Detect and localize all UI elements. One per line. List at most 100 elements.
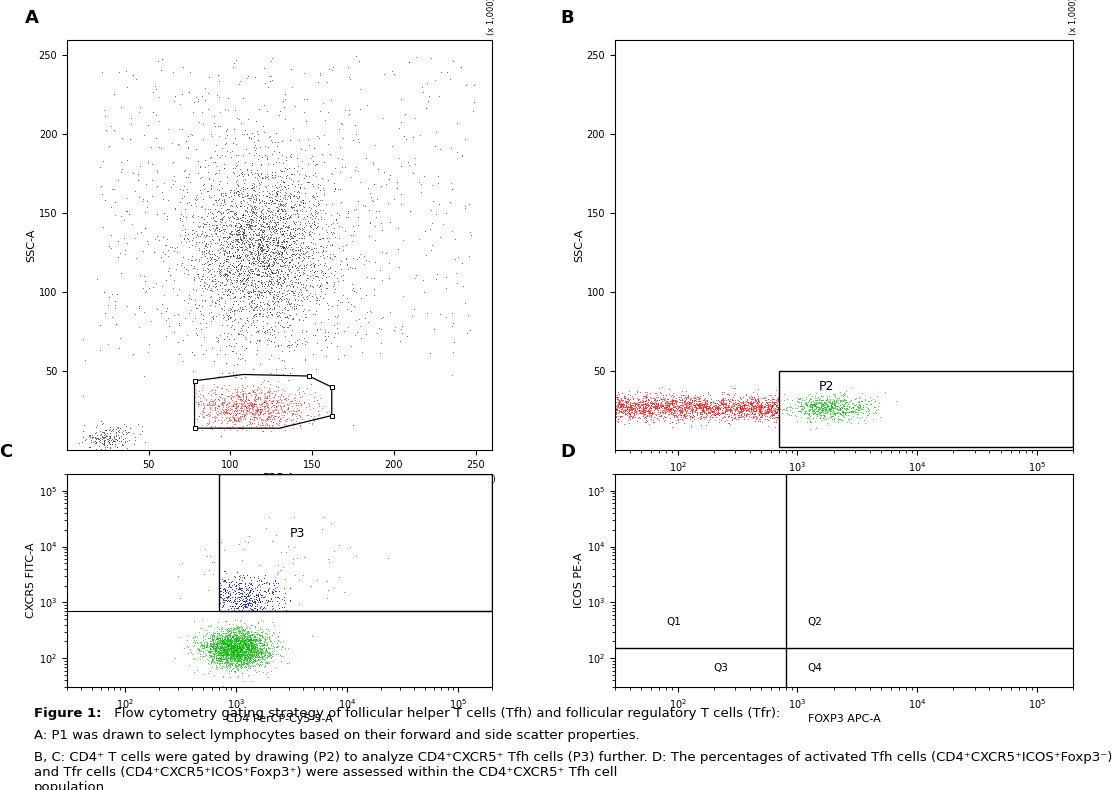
Point xyxy=(231,325,249,337)
Point xyxy=(202,250,220,263)
Point xyxy=(208,296,226,309)
Point xyxy=(273,246,291,259)
Point xyxy=(267,224,285,236)
Point xyxy=(209,69,227,81)
Point xyxy=(178,182,196,195)
Point xyxy=(623,402,641,415)
Point xyxy=(190,116,208,129)
Point xyxy=(709,403,727,416)
Point xyxy=(843,382,861,394)
Point xyxy=(252,167,269,179)
Point xyxy=(816,411,834,423)
Point xyxy=(836,394,854,407)
Point xyxy=(258,190,276,202)
Point xyxy=(278,163,296,175)
Point xyxy=(212,644,230,656)
Point xyxy=(761,668,779,681)
Point xyxy=(188,191,206,204)
Point xyxy=(766,405,784,418)
Point xyxy=(236,317,254,329)
Point xyxy=(288,298,306,310)
Point xyxy=(394,290,411,303)
Point xyxy=(222,399,240,412)
Point xyxy=(268,406,286,419)
Point xyxy=(255,406,273,419)
Point xyxy=(304,246,322,259)
Point xyxy=(671,404,689,416)
Point xyxy=(214,406,231,419)
Point xyxy=(922,646,940,659)
Point xyxy=(643,392,661,404)
Point xyxy=(235,277,253,290)
Point xyxy=(255,395,273,408)
Point xyxy=(225,640,243,653)
Point xyxy=(616,638,634,650)
Point xyxy=(170,570,188,582)
Point xyxy=(258,305,276,318)
Point xyxy=(721,403,739,416)
Point xyxy=(205,310,222,322)
Point xyxy=(310,198,328,211)
Point xyxy=(292,217,310,230)
Point xyxy=(219,656,237,668)
Point xyxy=(218,269,236,282)
Point xyxy=(764,393,781,405)
Point xyxy=(247,587,265,600)
Point xyxy=(845,404,863,417)
Point xyxy=(781,409,799,422)
Point xyxy=(205,652,222,664)
Point xyxy=(803,406,821,419)
Point xyxy=(783,401,800,414)
Point xyxy=(257,267,275,280)
Point xyxy=(205,233,222,246)
Point xyxy=(207,276,225,289)
Point xyxy=(853,411,871,423)
Point xyxy=(231,649,249,662)
Point xyxy=(629,412,647,424)
Point xyxy=(613,402,631,415)
Point xyxy=(249,258,267,271)
Point xyxy=(235,281,253,294)
Point xyxy=(830,404,847,416)
Point xyxy=(742,393,760,406)
Point xyxy=(211,106,229,118)
Point xyxy=(226,661,244,674)
Point xyxy=(728,623,746,636)
Point xyxy=(749,401,767,413)
Point xyxy=(218,649,236,661)
Point xyxy=(106,438,124,450)
Point xyxy=(227,274,245,287)
Point xyxy=(233,626,250,639)
Point xyxy=(244,228,262,240)
Point xyxy=(373,111,391,124)
Point xyxy=(274,216,292,228)
Point xyxy=(209,413,227,426)
Point xyxy=(643,406,661,419)
Point xyxy=(259,633,277,645)
Point xyxy=(245,384,263,397)
Point xyxy=(239,189,257,201)
Point xyxy=(945,585,963,598)
Point xyxy=(221,183,239,196)
Point xyxy=(287,276,305,288)
Point xyxy=(227,254,245,267)
Point xyxy=(263,395,281,408)
Point xyxy=(618,403,636,416)
Point xyxy=(229,623,247,636)
Point xyxy=(201,647,219,660)
Point xyxy=(710,400,728,412)
Point xyxy=(253,289,271,302)
Point xyxy=(209,400,227,412)
Point xyxy=(208,265,226,278)
Point xyxy=(622,408,639,421)
Point xyxy=(252,205,269,217)
Point xyxy=(669,653,686,666)
Point xyxy=(268,637,286,649)
Point xyxy=(733,411,751,423)
Point xyxy=(267,585,285,597)
Point xyxy=(641,609,659,622)
Point xyxy=(248,403,266,416)
Point xyxy=(686,393,704,406)
Point xyxy=(691,406,709,419)
Point xyxy=(745,396,762,408)
